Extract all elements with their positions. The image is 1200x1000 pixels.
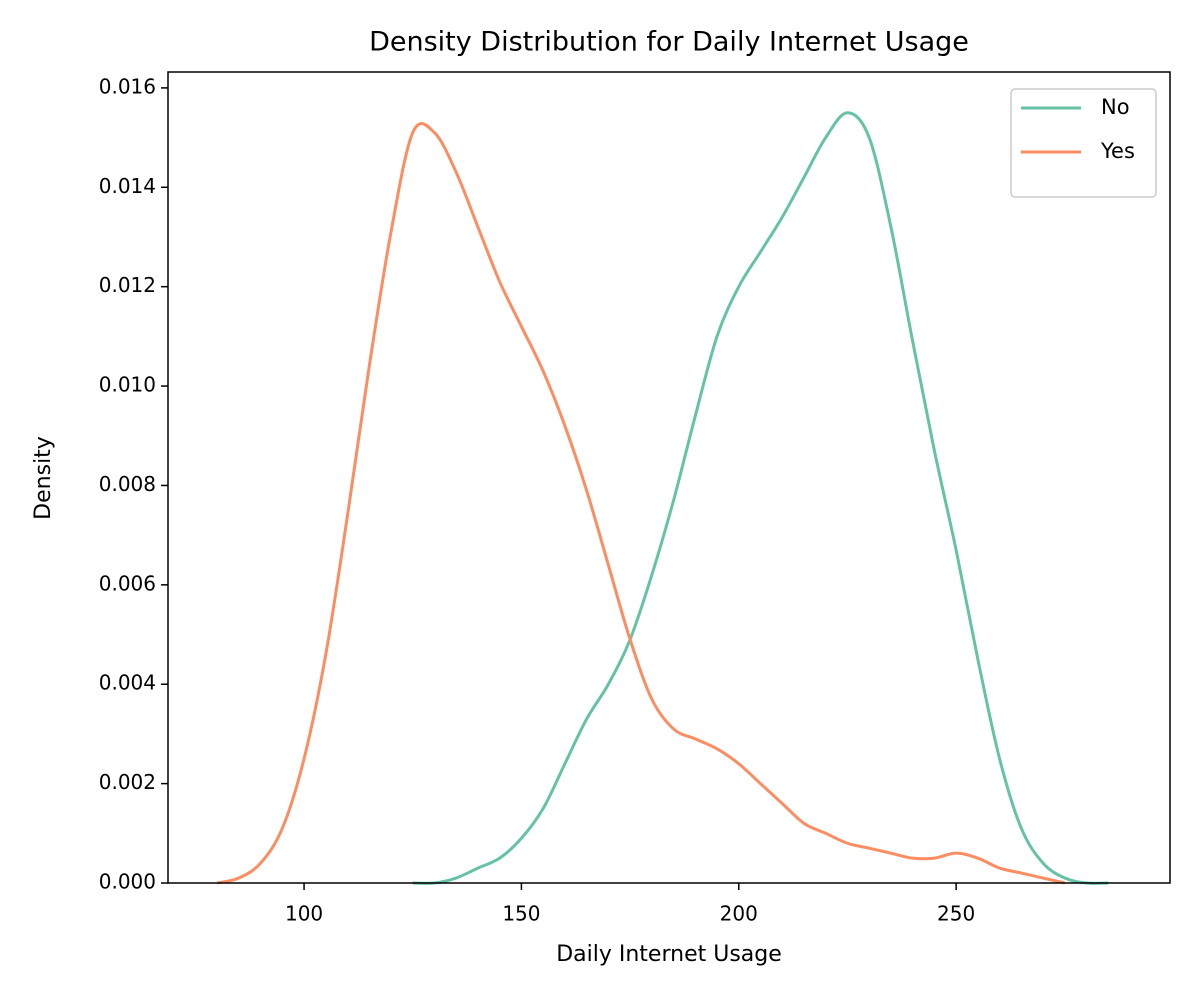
x-tick-label: 200 [720, 902, 758, 926]
y-tick-label: 0.008 [99, 472, 156, 496]
chart-title: Density Distribution for Daily Internet … [369, 27, 969, 58]
line [412, 111, 1109, 885]
y-tick-label: 0.000 [99, 870, 156, 894]
x-tick-label: 100 [285, 902, 323, 926]
line [216, 122, 1066, 885]
legend-label: Yes [1100, 139, 1135, 163]
y-tick-label: 0.004 [99, 671, 156, 695]
y-tick-label: 0.014 [99, 174, 156, 198]
y-tick-label: 0.016 [99, 74, 156, 98]
plot-frame [167, 71, 1171, 884]
x-tick-label: 150 [502, 902, 540, 926]
y-tick-label: 0.006 [99, 571, 156, 595]
x-axis-label: Daily Internet Usage [556, 942, 782, 967]
legend-label: No [1101, 95, 1130, 119]
x-tick-label: 250 [937, 902, 975, 926]
y-tick-label: 0.010 [99, 373, 156, 397]
legend-box [1010, 88, 1157, 198]
legend: No Yes [1010, 88, 1157, 198]
y-axis-label: Density [31, 436, 56, 520]
y-tick-label: 0.012 [99, 273, 156, 297]
y-tick-label: 0.002 [99, 770, 156, 794]
